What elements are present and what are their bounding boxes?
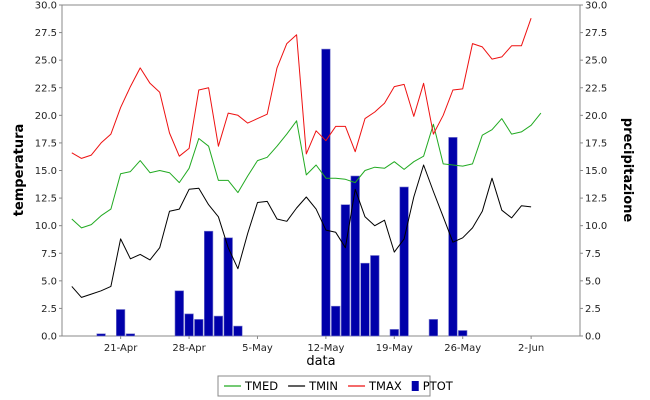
- y-tick-label-right: 20.0: [585, 111, 607, 122]
- x-tick-label: 12-May: [307, 343, 344, 354]
- y-tick-label-left: 22.5: [35, 83, 57, 94]
- left-axis-title: temperatura: [12, 124, 27, 217]
- y-tick-label-right: 17.5: [585, 138, 607, 149]
- y-tick-label-right: 7.5: [585, 249, 601, 260]
- legend-label-tmin: TMIN: [308, 379, 338, 393]
- bar-ptot: [370, 255, 380, 337]
- legend: TMED TMIN TMAX PTOT: [217, 375, 454, 397]
- plot-area: [61, 4, 581, 337]
- y-tick-label-right: 25.0: [585, 56, 607, 67]
- line-tmed: [71, 112, 542, 229]
- y-tick-label-left: 30.0: [35, 1, 57, 12]
- y-tick-label-left: 17.5: [35, 138, 57, 149]
- y-tick-label-right: 2.5: [585, 304, 601, 315]
- y-tick-label-right: 10.0: [585, 221, 607, 232]
- y-tick-label-left: 27.5: [35, 28, 57, 39]
- legend-swatch-ptot: [411, 381, 419, 391]
- bar-ptot: [340, 204, 351, 337]
- line-tmax: [71, 18, 532, 159]
- y-tick-label-left: 25.0: [35, 56, 57, 67]
- x-tick-label: 21-Apr: [104, 343, 138, 354]
- bar-ptot: [399, 186, 409, 337]
- y-tick-label-right: 22.5: [585, 83, 607, 94]
- bar-ptot: [125, 333, 135, 337]
- bar-ptot: [223, 237, 233, 337]
- bar-ptot: [458, 330, 468, 337]
- bar-ptot: [174, 290, 184, 337]
- right-axis: 0.0 2.5 5.0 7.5 10.0 12.5 15.0 17.5 20.0 22.5 25.0…: [580, 1, 607, 343]
- bar-ptot: [233, 325, 243, 337]
- y-tick-label-right: 15.0: [585, 166, 607, 177]
- y-tick-label-left: 12.5: [35, 194, 57, 205]
- legend-label-tmed: TMED: [244, 379, 278, 393]
- legend-box: [217, 375, 431, 397]
- y-tick-label-left: 10.0: [35, 221, 57, 232]
- y-tick-label-right: 0.0: [585, 332, 601, 343]
- bar-ptot: [116, 309, 126, 337]
- x-axis: 21-Apr 28-Apr 5-May 12-May 19-May 26-May 2-Jun: [104, 336, 544, 354]
- y-tick-label-right: 30.0: [585, 1, 607, 12]
- y-tick-label-left: 5.0: [41, 276, 57, 287]
- x-tick-label: 2-Jun: [518, 343, 544, 354]
- y-tick-label-right: 12.5: [585, 194, 607, 205]
- bar-ptot: [350, 175, 360, 337]
- right-axis-title: precipitazione: [620, 118, 635, 223]
- y-tick-label-left: 0.0: [41, 332, 57, 343]
- bar-ptot: [448, 137, 458, 337]
- bar-ptot: [428, 319, 439, 337]
- bar-ptot: [331, 305, 341, 337]
- bar-ptot: [96, 333, 106, 337]
- x-tick-label: 19-May: [376, 343, 413, 354]
- x-tick-label: 5-May: [242, 343, 273, 354]
- bar-ptot: [204, 230, 214, 337]
- y-tick-label-left: 15.0: [35, 166, 57, 177]
- bar-ptot: [389, 329, 399, 337]
- y-tick-label-left: 20.0: [35, 111, 57, 122]
- bar-ptot: [184, 313, 194, 337]
- legend-label-ptot: PTOT: [423, 379, 454, 393]
- x-tick-label: 26-May: [444, 343, 481, 354]
- bar-ptot: [194, 319, 204, 337]
- bar-ptot: [321, 48, 331, 337]
- legend-label-tmax: TMAX: [368, 379, 402, 393]
- bar-ptot: [213, 315, 224, 337]
- y-tick-label-left: 2.5: [41, 304, 57, 315]
- y-tick-label-left: 7.5: [41, 249, 57, 260]
- x-tick-label: 28-Apr: [172, 343, 206, 354]
- temperature-lines: [71, 18, 542, 298]
- precipitation-bars: [96, 48, 468, 337]
- x-axis-title: data: [306, 354, 335, 369]
- bar-ptot: [360, 262, 370, 337]
- y-tick-label-right: 5.0: [585, 276, 601, 287]
- left-axis: 0.0 2.5 5.0 7.5 10.0 12.5 15.0 17.5 20.0 22.5 25.0…: [35, 1, 62, 343]
- line-tmin: [71, 164, 532, 298]
- y-tick-label-right: 27.5: [585, 28, 607, 39]
